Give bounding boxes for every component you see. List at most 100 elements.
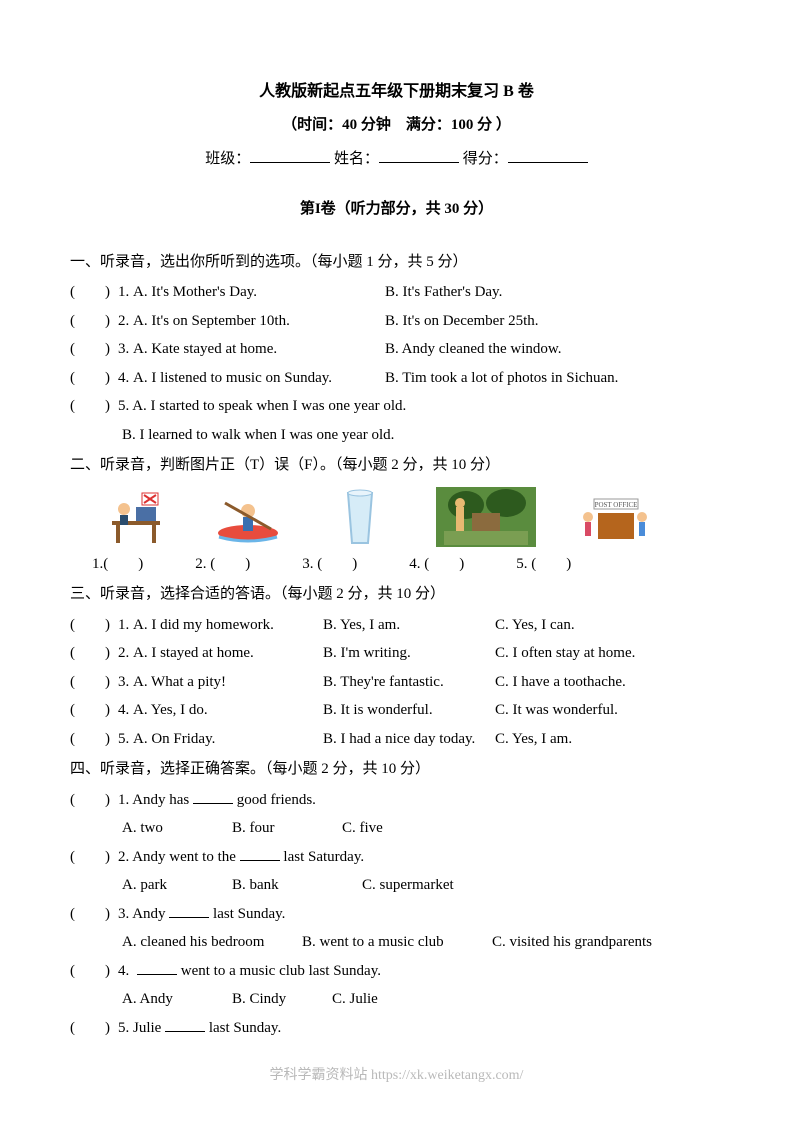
class-blank[interactable] — [250, 147, 330, 163]
opt-b: B. It's Father's Day. — [385, 284, 502, 300]
s1-q4: ( )4. A. I listened to music on Sunday.B… — [70, 367, 723, 390]
q-num: 1. — [118, 284, 129, 300]
svg-text:POST OFFICE: POST OFFICE — [595, 501, 638, 509]
s4-q4: ( )4. went to a music club last Sunday. — [70, 960, 723, 983]
post-office-icon: POST OFFICE — [576, 487, 648, 547]
stem-pre: Andy went to the — [132, 849, 239, 865]
opt-a: A. Andy — [122, 988, 232, 1011]
s3-q1: ( )1. A. I did my homework.B. Yes, I am.… — [70, 614, 723, 637]
s2-label-5[interactable]: 5. ( ) — [516, 553, 571, 576]
opt-a: A. Yes, I do. — [133, 699, 323, 722]
opt-c: C. supermarket — [362, 877, 454, 893]
s4-q1: ( )1. Andy has good friends. — [70, 789, 723, 812]
s2-image-row: POST OFFICE — [100, 487, 723, 547]
s2-label-2[interactable]: 2. ( ) — [195, 553, 250, 576]
opt-b: B. Cindy — [232, 988, 332, 1011]
stem-pre: Julie — [133, 1020, 165, 1036]
answer-blank[interactable]: ( ) — [70, 728, 118, 751]
fill-blank[interactable] — [165, 1031, 205, 1032]
fill-blank[interactable] — [193, 803, 233, 804]
opt-b: B. Yes, I am. — [323, 614, 495, 637]
fill-blank[interactable] — [169, 917, 209, 918]
opt-b: B. four — [232, 817, 342, 840]
answer-blank[interactable]: ( ) — [70, 338, 118, 361]
zoo-icon — [436, 487, 536, 547]
stem-pre: Andy has — [132, 792, 193, 808]
opt-c: C. I often stay at home. — [495, 645, 635, 661]
page-title: 人教版新起点五年级下册期末复习 B 卷 — [70, 80, 723, 104]
s1-q5-b: B. I learned to walk when I was one year… — [122, 424, 723, 447]
opt-c: C. visited his grandparents — [492, 934, 652, 950]
opt-c: C. five — [342, 820, 383, 836]
s2-label-4[interactable]: 4. ( ) — [409, 553, 464, 576]
s1-q2: ( )2. A. It's on September 10th.B. It's … — [70, 310, 723, 333]
q-num: 3. — [118, 906, 129, 922]
score-blank[interactable] — [508, 147, 588, 163]
s1-q3: ( )3. A. Kate stayed at home.B. Andy cle… — [70, 338, 723, 361]
answer-blank[interactable]: ( ) — [70, 903, 118, 926]
s1-q1: ( )1. A. It's Mother's Day.B. It's Fathe… — [70, 281, 723, 304]
opt-a: A. On Friday. — [133, 728, 323, 751]
opt-c: C. Yes, I am. — [495, 731, 572, 747]
opt-c: C. I have a toothache. — [495, 674, 626, 690]
q-num: 1. — [118, 617, 129, 633]
opt-b: B. I'm writing. — [323, 642, 495, 665]
footer-text: 学科学霸资料站 https://xk.weiketangx.com/ — [0, 1065, 793, 1086]
answer-blank[interactable]: ( ) — [70, 310, 118, 333]
stem-post: went to a music club last Sunday. — [177, 963, 381, 979]
stem-pre: Andy — [132, 906, 169, 922]
opt-c: C. It was wonderful. — [495, 702, 618, 718]
answer-blank[interactable]: ( ) — [70, 846, 118, 869]
answer-blank[interactable]: ( ) — [70, 395, 118, 418]
s1-q5: ( )5. A. I started to speak when I was o… — [70, 395, 723, 418]
answer-blank[interactable]: ( ) — [70, 1017, 118, 1040]
answer-blank[interactable]: ( ) — [70, 642, 118, 665]
name-label: 姓名： — [334, 151, 379, 167]
q-num: 5. — [118, 398, 129, 414]
answer-blank[interactable]: ( ) — [70, 789, 118, 812]
q-num: 2. — [118, 849, 129, 865]
fill-blank[interactable] — [240, 860, 280, 861]
s4-q2-choices: A. parkB. bankC. supermarket — [122, 874, 723, 897]
s2-label-1[interactable]: 1.( ) — [92, 553, 143, 576]
q-num: 4. — [118, 702, 129, 718]
class-label: 班级： — [205, 151, 250, 167]
opt-a: A. I listened to music on Sunday. — [133, 367, 385, 390]
opt-b: B. Andy cleaned the window. — [385, 341, 562, 357]
answer-blank[interactable]: ( ) — [70, 367, 118, 390]
opt-c: C. Yes, I can. — [495, 617, 575, 633]
desk-x-icon — [100, 487, 172, 547]
opt-b: B. It is wonderful. — [323, 699, 495, 722]
answer-blank[interactable]: ( ) — [70, 281, 118, 304]
opt-a: A. Kate stayed at home. — [133, 338, 385, 361]
part1-header: 第I卷（听力部分，共 30 分） — [70, 198, 723, 221]
s4-q3: ( )3. Andy last Sunday. — [70, 903, 723, 926]
answer-blank[interactable]: ( ) — [70, 699, 118, 722]
opt-a: A. I started to speak when I was one yea… — [132, 398, 406, 414]
stem-post: last Sunday. — [205, 1020, 281, 1036]
s3-header: 三、听录音，选择合适的答语。（每小题 2 分，共 10 分） — [70, 583, 723, 606]
kayak-icon — [212, 487, 284, 547]
s1-header: 一、听录音，选出你所听到的选项。（每小题 1 分，共 5 分） — [70, 251, 723, 274]
stem-post: good friends. — [233, 792, 316, 808]
answer-blank[interactable]: ( ) — [70, 614, 118, 637]
s4-q4-choices: A. AndyB. CindyC. Julie — [122, 988, 723, 1011]
opt-a: A. park — [122, 874, 232, 897]
stem-post: last Saturday. — [280, 849, 364, 865]
opt-a: A. cleaned his bedroom — [122, 931, 302, 954]
opt-b: B. bank — [232, 874, 362, 897]
s2-label-3[interactable]: 3. ( ) — [302, 553, 357, 576]
opt-a: A. What a pity! — [133, 671, 323, 694]
q-num: 5. — [118, 1020, 129, 1036]
s3-q4: ( )4. A. Yes, I do.B. It is wonderful.C.… — [70, 699, 723, 722]
answer-blank[interactable]: ( ) — [70, 960, 118, 983]
s4-q5: ( )5. Julie last Sunday. — [70, 1017, 723, 1040]
name-blank[interactable] — [379, 147, 459, 163]
answer-blank[interactable]: ( ) — [70, 671, 118, 694]
opt-b: B. It's on December 25th. — [385, 313, 539, 329]
s4-q3-choices: A. cleaned his bedroomB. went to a music… — [122, 931, 723, 954]
q-num: 4. — [118, 370, 129, 386]
fill-blank[interactable] — [137, 974, 177, 975]
time-score: （时间：40 分钟 满分：100 分 ） — [70, 114, 723, 137]
q-num: 5. — [118, 731, 129, 747]
